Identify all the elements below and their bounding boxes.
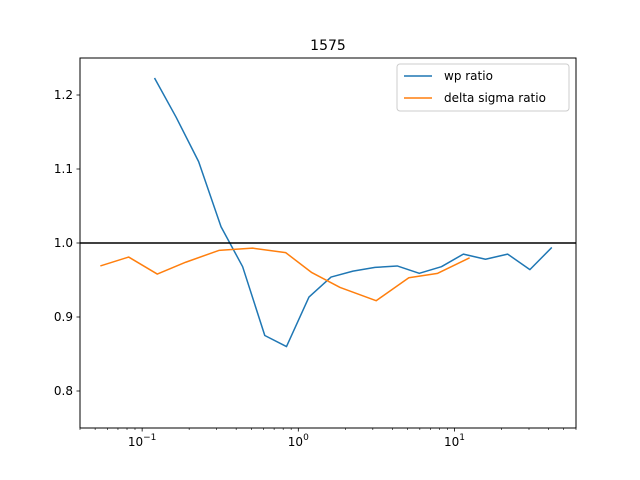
x-tick-label: 100: [288, 433, 309, 449]
legend: wp ratio delta sigma ratio: [396, 63, 570, 112]
y-tick-label: 0.8: [54, 384, 73, 398]
series-line-1: [100, 247, 470, 302]
y-axis: 0.8 0.9 1.0 1.1 1.2: [54, 88, 80, 398]
y-tick-label: 1.2: [54, 88, 73, 102]
legend-box: [396, 63, 570, 112]
x-tick-label: 101: [444, 433, 465, 449]
chart-title: 1575: [310, 38, 346, 54]
series-layer: [100, 77, 553, 348]
x-tick-label: 10−1: [128, 433, 157, 449]
x-axis: 10−1 100 101: [79, 428, 577, 449]
legend-label-0: wp ratio: [444, 69, 493, 83]
legend-label-1: delta sigma ratio: [444, 91, 546, 105]
y-tick-label: 1.0: [54, 236, 73, 250]
y-tick-label: 0.9: [54, 310, 73, 324]
series-line-0: [153, 77, 553, 348]
y-tick-label: 1.1: [54, 162, 73, 176]
